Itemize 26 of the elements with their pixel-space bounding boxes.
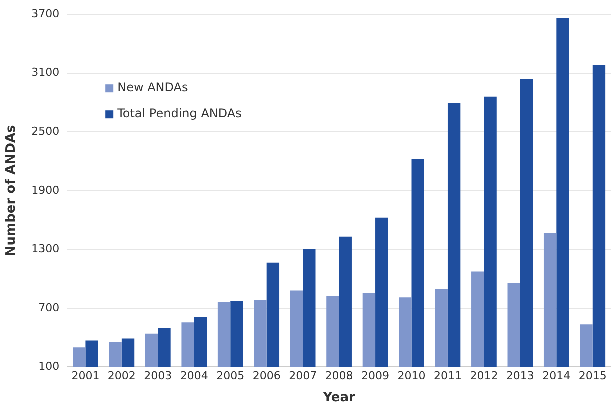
- y-tick-label: 3700: [32, 7, 60, 20]
- legend-label: Total Pending ANDAs: [116, 106, 242, 121]
- x-tick-label: 2012: [470, 370, 498, 383]
- y-tick-label: 2500: [32, 124, 60, 138]
- y-axis-title: Number of ANDAs: [4, 124, 20, 257]
- x-tick-label: 2001: [72, 370, 100, 383]
- y-tick-label: 1300: [32, 242, 60, 256]
- x-tick-label: 2014: [542, 370, 571, 383]
- x-tick-label: 2006: [252, 370, 281, 383]
- y-tick-label: 1900: [32, 184, 60, 197]
- x-tick-label: 2008: [325, 370, 354, 383]
- y-tick-label: 3100: [32, 66, 60, 80]
- x-tick-label: 2009: [362, 370, 390, 383]
- x-tick-label: 2015: [578, 370, 607, 383]
- x-tick-label: 2007: [289, 370, 318, 383]
- x-tick-label: 2002: [108, 370, 136, 383]
- x-tick-label: 2013: [506, 370, 534, 383]
- legend-label: New ANDAs: [118, 80, 188, 95]
- x-tick-label: 2004: [180, 370, 208, 383]
- y-tick-label: 100: [38, 360, 60, 374]
- x-tick-label: 2011: [434, 370, 462, 383]
- x-tick-label: 2003: [144, 370, 172, 383]
- x-tick-label: 2010: [398, 370, 426, 383]
- y-tick-label: 700: [38, 301, 60, 314]
- x-axis-title: Year: [322, 390, 356, 406]
- x-tick-label: 2005: [216, 370, 245, 383]
